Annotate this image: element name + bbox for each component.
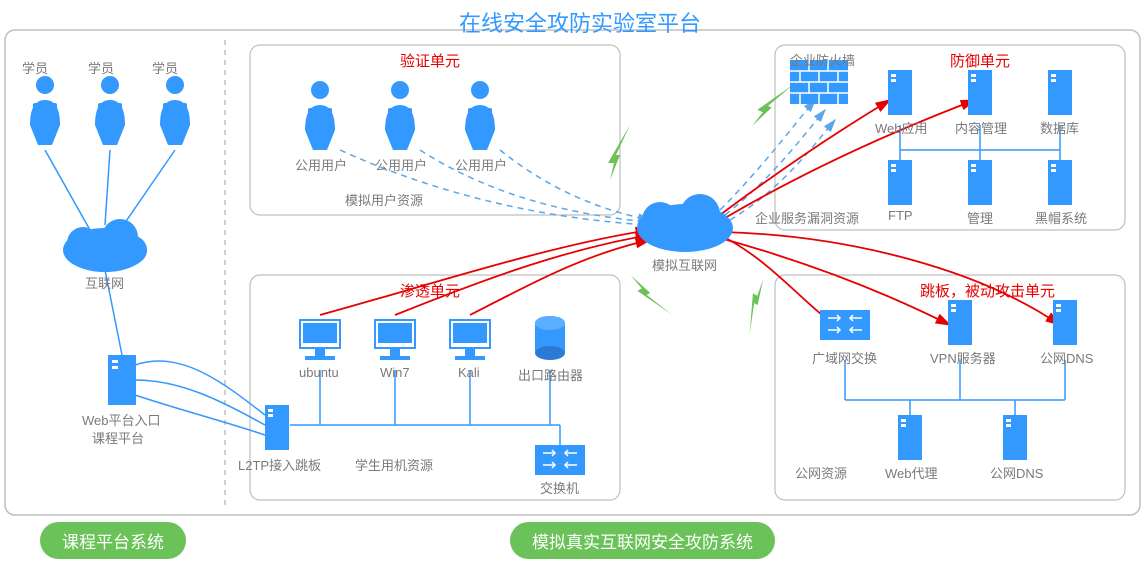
jump-r2-1: 公网DNS — [990, 463, 1043, 482]
verify-resource: 模拟用户资源 — [345, 190, 423, 209]
defense-title: 防御单元 — [950, 50, 1010, 71]
jump-r2-0: Web代理 — [885, 463, 938, 482]
server-icon — [265, 405, 289, 450]
host1: Win7 — [380, 365, 410, 380]
badge-right: 模拟真实互联网安全攻防系统 — [510, 522, 775, 559]
verify-title: 验证单元 — [400, 50, 460, 71]
pentest-title: 渗透单元 — [400, 280, 460, 301]
def-r1-0: Web应用 — [875, 118, 928, 137]
internet-label: 互联网 — [85, 273, 124, 292]
firewall-label: 企业防火墙 — [790, 50, 855, 69]
verify-users — [305, 81, 495, 150]
student-res: 学生用机资源 — [355, 455, 433, 474]
switch-label: 交换机 — [540, 478, 579, 497]
def-r1-1: 内容管理 — [955, 118, 1007, 137]
jump-nodes — [820, 300, 1077, 460]
router-icon — [535, 316, 565, 360]
def-r2-0: FTP — [888, 208, 913, 223]
webportal-l2: 课程平台 — [92, 428, 144, 447]
webportal-l1: Web平台入口 — [82, 410, 161, 429]
students — [30, 76, 190, 145]
jump-res: 公网资源 — [795, 463, 847, 482]
badge-left: 课程平台系统 — [40, 522, 186, 559]
router-label: 出口路由器 — [518, 365, 583, 384]
cloud-icon — [637, 194, 733, 252]
cloud-icon — [63, 219, 147, 272]
def-r1-2: 数据库 — [1040, 118, 1079, 137]
jump-r1-0: 广域网交换 — [812, 348, 877, 367]
student-label: 学员 — [88, 58, 114, 77]
pubuser: 公用用户 — [295, 155, 347, 174]
jump-r1-2: 公网DNS — [1040, 348, 1093, 367]
jump-title: 跳板，被动攻击单元 — [920, 280, 1055, 301]
jump-r1-1: VPN服务器 — [930, 348, 996, 367]
def-res: 企业服务漏洞资源 — [755, 208, 859, 227]
host0: ubuntu — [299, 365, 339, 380]
student-label: 学员 — [152, 58, 178, 77]
pc-icons — [300, 320, 490, 360]
host2: Kali — [458, 365, 480, 380]
def-r2-1: 管理 — [967, 208, 993, 227]
switch-icon — [535, 445, 585, 475]
pubuser: 公用用户 — [375, 155, 427, 174]
main-title: 在线安全攻防实验室平台 — [420, 6, 740, 38]
def-r2-2: 黑帽系统 — [1035, 208, 1087, 227]
student-label: 学员 — [22, 58, 48, 77]
server-icon — [108, 355, 136, 405]
pubuser: 公用用户 — [455, 155, 507, 174]
siminternet-label: 模拟互联网 — [652, 255, 717, 274]
l2tp-label: L2TP接入跳板 — [238, 455, 321, 474]
